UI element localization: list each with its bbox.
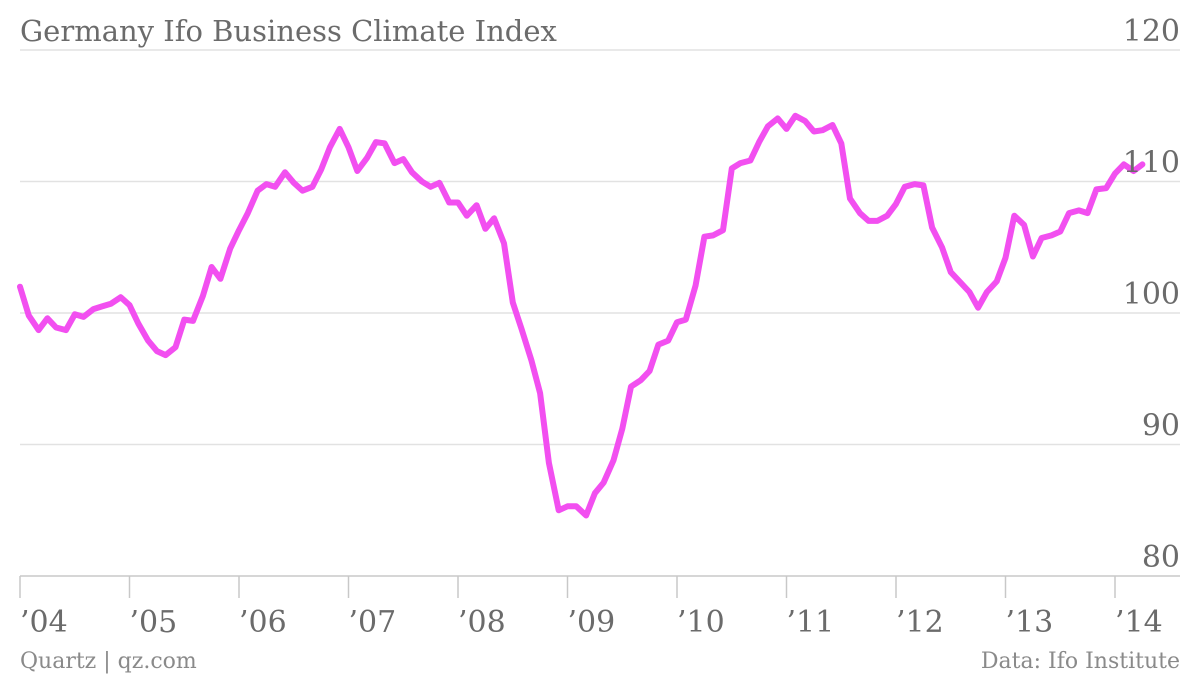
x-tick-label-2004: ’04 xyxy=(20,605,68,640)
x-tick-label-2007: ’07 xyxy=(349,605,397,640)
x-tick-label-2008: ’08 xyxy=(458,605,506,640)
x-tick-label-2005: ’05 xyxy=(130,605,178,640)
x-tick-label-2014: ’14 xyxy=(1115,605,1163,640)
x-tick-label-2010: ’10 xyxy=(677,605,725,640)
x-tick-label-2013: ’13 xyxy=(1006,605,1054,640)
grid-layer xyxy=(20,49,1180,577)
y-tick-label-100: 100 xyxy=(1123,277,1180,312)
chart-title: Germany Ifo Business Climate Index xyxy=(20,14,557,48)
y-tick-label-80: 80 xyxy=(1142,540,1180,575)
x-tick-label-2012: ’12 xyxy=(896,605,944,640)
x-tick-label-2006: ’06 xyxy=(239,605,287,640)
y-tick-label-120: 120 xyxy=(1123,14,1180,49)
x-tick-label-2011: ’11 xyxy=(787,605,835,640)
source-credit-right: Data: Ifo Institute xyxy=(981,649,1180,674)
source-credit-left: Quartz | qz.com xyxy=(20,649,197,674)
y-tick-label-90: 90 xyxy=(1142,409,1180,444)
series-line-0 xyxy=(17,112,1146,519)
y-tick-label-110: 110 xyxy=(1123,146,1180,181)
line-layer xyxy=(17,112,1146,519)
x-tick-label-2009: ’09 xyxy=(568,605,616,640)
x-axis: ’04 ’05 ’06 ’07 ’08 ’09 ’10 ’11 ’12 ’13 ’14 xyxy=(19,576,1163,640)
y-axis: 120 110 100 90 80 xyxy=(1123,14,1180,575)
